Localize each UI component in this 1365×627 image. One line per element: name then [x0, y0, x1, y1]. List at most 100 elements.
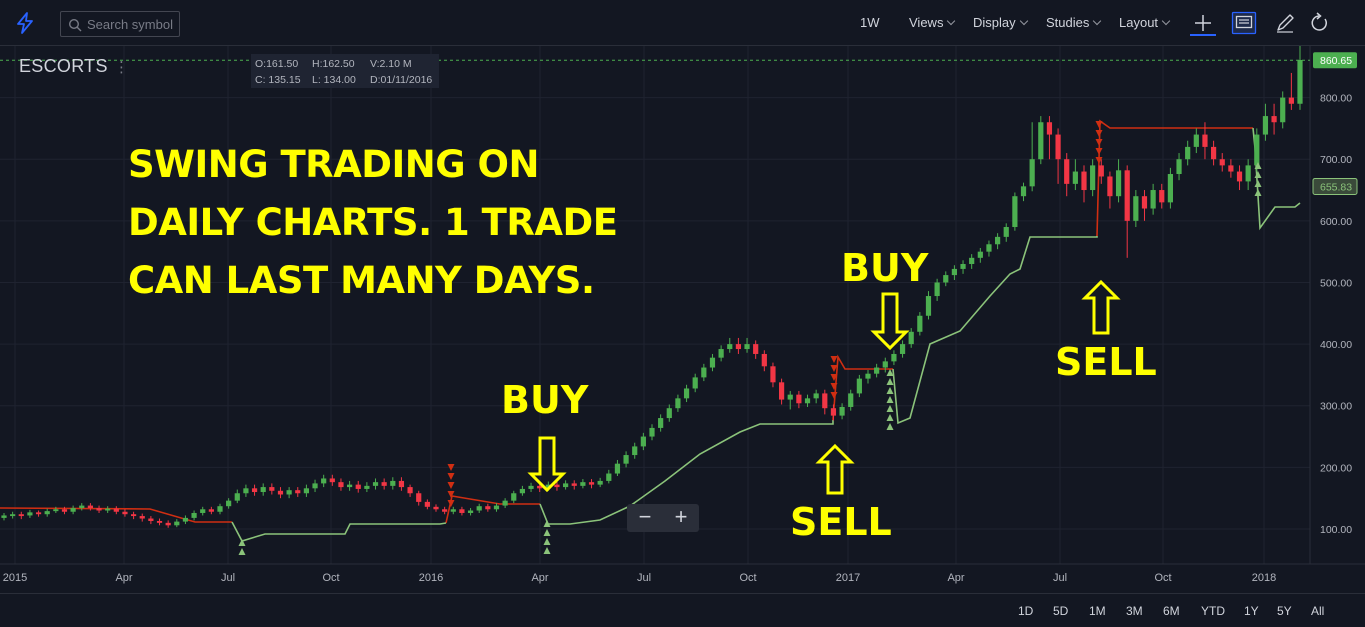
candle-body	[632, 446, 638, 456]
candle-body	[951, 268, 957, 276]
time-tick-label: Oct	[1154, 572, 1171, 584]
interval-label: 1W	[860, 15, 880, 30]
chevron-down-icon	[1093, 16, 1102, 26]
range-all-button[interactable]: All	[1311, 604, 1325, 618]
candle-body	[442, 509, 448, 512]
buy-signal-marker	[543, 520, 551, 527]
date-value: D:01/11/2016	[370, 74, 433, 86]
range-3m-button[interactable]: 3M	[1126, 604, 1143, 618]
buy-label: BUY	[501, 378, 589, 422]
time-axis[interactable]: 2015 Apr Jul Oct 2016 Apr Jul Oct 2017 Apr Jul Oct 2…	[3, 572, 1276, 584]
display-label: Display	[973, 15, 1016, 30]
buy-signal-marker	[886, 369, 894, 376]
candle-body	[269, 487, 275, 491]
range-6m-button[interactable]: 6M	[1163, 604, 1180, 618]
candle-body	[1029, 159, 1035, 187]
candle-body	[329, 478, 335, 483]
ohlc-legend: O:161.50 H:162.50 V:2.10 M C: 135.15 L: …	[251, 54, 439, 88]
candles	[1, 46, 1303, 528]
time-tick-label: Jul	[221, 572, 235, 584]
comment-icon[interactable]	[1231, 10, 1257, 36]
candle-body	[355, 484, 361, 489]
candle-body	[796, 394, 802, 404]
candle-body	[571, 483, 577, 486]
candle-body	[692, 377, 698, 389]
low-value: L: 134.00	[312, 74, 356, 86]
candle-body	[53, 509, 59, 512]
chevron-down-icon	[1161, 16, 1171, 26]
symbol-search[interactable]	[60, 11, 180, 37]
price-tick-label: 400.00	[1320, 339, 1352, 351]
candle-body	[1, 515, 7, 518]
buy-label: BUY	[841, 246, 929, 290]
range-1y-button[interactable]: 1Y	[1244, 604, 1259, 618]
zoom-out-button[interactable]: −	[638, 504, 652, 529]
candle-body	[554, 484, 560, 488]
candle-body	[753, 344, 759, 354]
candle-body	[44, 511, 50, 515]
crosshair-icon[interactable]	[1190, 10, 1216, 36]
candle-body	[588, 482, 595, 485]
candle-body	[779, 382, 785, 400]
candle-body	[312, 483, 318, 489]
candle-body	[200, 509, 206, 513]
sell-signal-marker	[830, 374, 838, 381]
sell-signal-marker	[830, 365, 838, 372]
layout-label: Layout	[1119, 15, 1159, 30]
chevron-down-icon	[1019, 16, 1028, 26]
candle-body	[839, 406, 845, 416]
layout-menu[interactable]: Layout	[1119, 15, 1171, 30]
range-5d-button[interactable]: 5D	[1053, 604, 1069, 618]
price-tick-label: 100.00	[1320, 524, 1352, 536]
sell-label: SELL	[1055, 340, 1157, 384]
candle-body	[925, 296, 932, 316]
candle-body	[105, 508, 111, 511]
arrow-down-icon	[527, 436, 567, 493]
long-stop-line	[892, 236, 1098, 425]
candle-body	[1055, 134, 1061, 160]
candle-body	[1141, 196, 1148, 209]
candle-body	[398, 480, 405, 488]
candle-body	[1211, 146, 1217, 160]
headline-line: DAILY CHARTS. 1 TRADE	[128, 201, 618, 244]
display-menu[interactable]: Display	[973, 15, 1028, 30]
short-stop-line	[832, 354, 893, 421]
interval-button[interactable]: 1W	[860, 15, 880, 30]
candle-body	[191, 512, 197, 518]
search-input[interactable]	[87, 15, 177, 33]
candle-body	[718, 349, 724, 358]
views-menu[interactable]: Views	[909, 15, 956, 30]
candle-body	[407, 487, 413, 494]
arrow-down-icon	[870, 292, 910, 351]
range-1d-button[interactable]: 1D	[1018, 604, 1034, 618]
candle-body	[770, 366, 776, 383]
candle-body	[372, 482, 379, 486]
candle-body	[113, 508, 119, 512]
candle-body	[286, 490, 292, 495]
lightning-icon[interactable]	[14, 12, 36, 34]
time-tick-label: Oct	[322, 572, 339, 584]
buy-signal-marker	[1254, 162, 1262, 169]
candle-body	[1219, 159, 1225, 166]
symbol-name[interactable]: ESCORTS	[19, 56, 108, 76]
more-icon[interactable]: ⋮	[114, 59, 129, 76]
volume-value: V:2.10 M	[370, 58, 412, 70]
candle-body	[338, 482, 344, 488]
range-5y-button[interactable]: 5Y	[1277, 604, 1292, 618]
studies-menu[interactable]: Studies	[1046, 15, 1102, 30]
reset-icon[interactable]	[1306, 10, 1332, 36]
candle-body	[1133, 196, 1139, 221]
high-value: H:162.50	[312, 58, 355, 70]
candle-body	[1038, 122, 1044, 160]
stop-value-badge	[1312, 177, 1358, 195]
long-stop-line	[539, 420, 834, 525]
range-ytd-button[interactable]: YTD	[1201, 604, 1225, 618]
candle-body	[148, 518, 154, 521]
candle-body	[1176, 159, 1182, 175]
zoom-in-button[interactable]: +	[674, 504, 688, 529]
price-axis[interactable]: 100.00 200.00 300.00 400.00 500.00 600.00 700.…	[1312, 46, 1358, 536]
pencil-icon[interactable]	[1272, 10, 1298, 36]
candle-body	[1124, 170, 1130, 221]
range-1m-button[interactable]: 1M	[1089, 604, 1106, 618]
price-chart[interactable]: 100.00 200.00 300.00 400.00 500.00 600.00 700.…	[0, 46, 1365, 593]
